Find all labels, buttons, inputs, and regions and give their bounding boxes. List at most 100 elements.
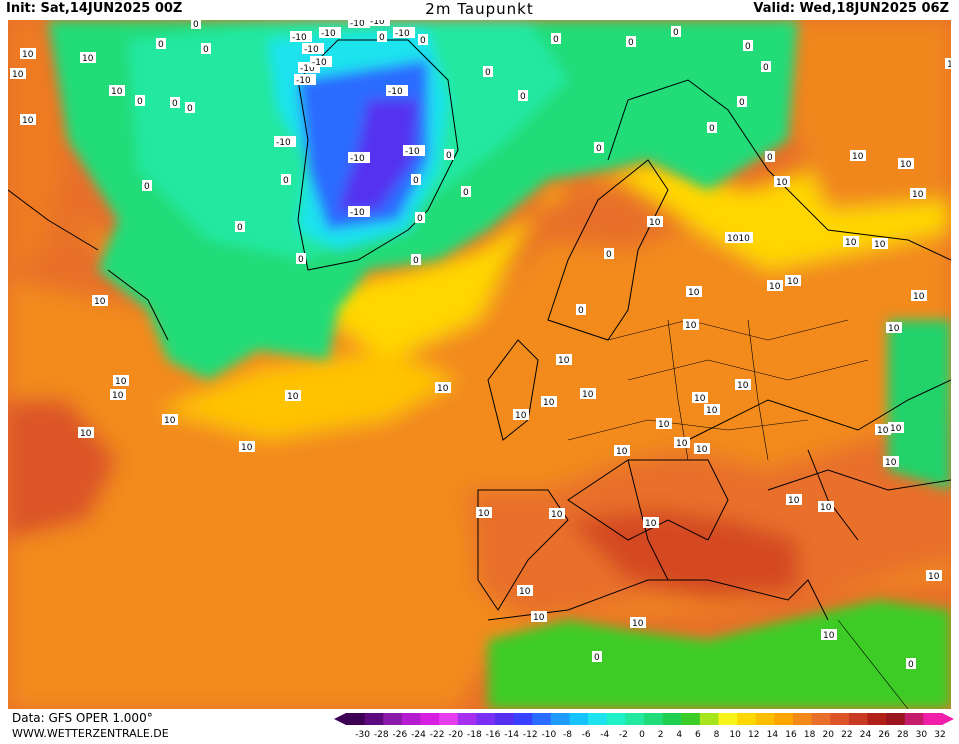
contour-label-box [692,392,708,403]
contour-label-box [911,290,927,301]
contour-label-box [235,221,245,232]
colorbar-tick-label: 14 [767,730,779,740]
contour-label-box [10,68,26,79]
contour-label: -10 [405,147,420,157]
contour-label: -10 [312,58,327,68]
colorbar-tick-label: -14 [504,730,519,740]
contour-label: 0 [628,38,634,48]
colorbar-swatch [793,713,813,725]
contour-label: 10 [845,238,857,248]
contour-label-box [886,322,902,333]
contour-label-box [686,286,702,297]
contour-label-box [290,31,312,42]
contour-label: -10 [350,20,365,29]
contour-label: 10 [823,631,835,641]
contour-label: 10 [632,619,644,629]
contour-label: 0 [283,176,289,186]
colorbar-swatch [532,713,552,725]
contour-label: 10 [658,420,670,430]
contour-label-box [142,180,152,191]
colorbar-tick-label: -18 [467,730,482,740]
contour-label: 10 [551,510,563,520]
contour-label-box [643,517,659,528]
contour-label-box [476,507,492,518]
contour-label: 10 [947,60,951,70]
contour-label-box [109,85,125,96]
contour-label: 10 [877,426,889,436]
colorbar-tick-label: 8 [714,730,720,740]
contour-label-box [818,501,834,512]
contour-label-box [296,253,306,264]
contour-label-box [556,354,572,365]
contour-label-box [945,58,951,69]
contour-label: 10 [515,411,527,421]
contour-label: 10 [688,288,700,298]
contour-label: 10 [737,381,749,391]
contour-label-box [483,66,493,77]
contour-label-box [239,441,255,452]
contour-label: 0 [420,36,426,46]
contour-label: 0 [413,176,419,186]
contour-label: 10 [287,392,299,402]
contour-label-box [541,396,557,407]
colorbar-swatch [830,713,850,725]
contour-label-box [774,176,790,187]
contour-label: 10 [900,160,912,170]
contour-label-box [614,445,630,456]
colorbar-tick-label: -6 [582,730,591,740]
colorbar-tick-label: -26 [393,730,408,740]
contour-label-box [78,427,94,438]
contour-label-box [743,40,753,51]
colorbar-swatch [457,713,477,725]
contour-label: 0 [187,104,193,114]
contour-label-box [906,658,916,669]
colorbar-swatch [625,713,645,725]
colorbar-tick-label: -30 [355,730,370,740]
colorbar-tick-label: 30 [916,730,928,740]
valid-time: Valid: Wed,18JUN2025 06Z [753,1,949,16]
colorbar-tick-label: -28 [374,730,389,740]
colorbar-swatch [904,713,924,725]
contour-label: -10 [350,208,365,218]
colorbar-swatch [439,713,459,725]
contour-label: 10 [82,54,94,64]
contour-label-box [348,152,370,163]
contour-label-box [156,38,166,49]
colorbar-swatch [644,713,664,725]
contour-label: 0 [709,124,715,134]
contour-label: 0 [763,63,769,73]
colorbar-swatch [401,713,421,725]
colorbar-swatch [588,713,608,725]
contour-label: 10 [706,406,718,416]
colorbar-left-arrow [334,713,346,725]
contour-label: 10 [852,152,864,162]
contour-label: 10 [582,390,594,400]
contour-label: 0 [739,98,745,108]
contour-label: 10 [22,116,34,126]
contour-label-box [549,508,565,519]
contour-label-box [20,48,36,59]
contour-label-box [683,319,699,330]
contour-label-box [576,304,586,315]
colorbar-tick-label: 6 [695,730,701,740]
init-time: Init: Sat,14JUN2025 00Z [6,1,183,16]
n-africa-green [488,600,951,709]
contour-label-box [551,33,561,44]
contour-label: -10 [370,20,385,27]
colorbar-swatch [662,713,682,725]
colorbar-swatch [476,713,496,725]
mideast-green [888,320,951,490]
contour-label-box [592,651,602,662]
colorbar-tick-label: 28 [897,730,909,740]
contour-label: 10 [519,587,531,597]
contour-label-box [302,43,324,54]
contour-label: 10 [913,292,925,302]
colorbar-tick-label: -4 [600,730,609,740]
contour-label: 0 [520,92,526,102]
contour-label: 10 [694,394,706,404]
colorbar-tick-label: -10 [542,730,557,740]
contour-label-box [594,142,604,153]
contour-label: 0 [172,99,178,109]
contour-label: 0 [379,33,385,43]
contour-label: 0 [673,28,679,38]
